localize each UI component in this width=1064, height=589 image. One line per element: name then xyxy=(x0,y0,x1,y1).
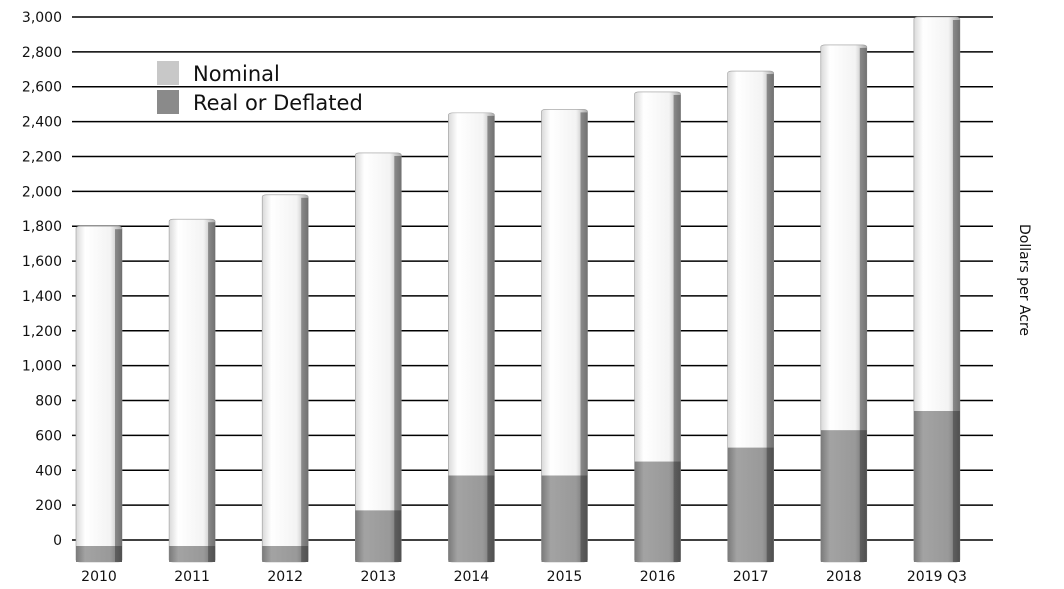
y-tick-label: 2,000 xyxy=(22,184,62,200)
x-tick-label: 2013 xyxy=(360,569,396,585)
x-tick-label: 2012 xyxy=(267,569,303,585)
bar-real xyxy=(541,475,588,562)
x-tick-label: 2019 Q3 xyxy=(907,569,967,585)
legend-swatch-real xyxy=(157,90,179,114)
y-tick-label: 200 xyxy=(35,498,62,514)
legend-label-nominal: Nominal xyxy=(193,62,280,86)
bar-edge xyxy=(580,112,588,562)
bar-edge xyxy=(394,155,402,563)
bar-real xyxy=(76,546,122,562)
legend-swatch-nominal xyxy=(157,61,179,85)
x-tick-label: 2010 xyxy=(81,569,117,585)
x-tick-label: 2014 xyxy=(454,569,490,585)
y-tick-label: 3,000 xyxy=(22,10,62,26)
bar-real xyxy=(262,546,309,562)
y-tick-label: 1,200 xyxy=(22,324,62,340)
x-tick-label: 2017 xyxy=(733,569,769,585)
bar-real xyxy=(355,510,402,562)
y-tick-label: 600 xyxy=(35,428,62,444)
bar-real xyxy=(169,546,216,562)
y-tick-label: 800 xyxy=(35,394,62,410)
y-tick-label: 1,600 xyxy=(22,254,62,270)
x-tick-label: 2015 xyxy=(547,569,583,585)
y-tick-label: 400 xyxy=(35,463,62,479)
x-tick-label: 2016 xyxy=(640,569,676,585)
y-tick-label: 2,600 xyxy=(22,80,62,96)
y-tick-label: 2,200 xyxy=(22,149,62,165)
bar-edge xyxy=(115,229,122,562)
y-tick-label: 1,400 xyxy=(22,289,62,305)
bar-edge xyxy=(487,115,495,562)
y-tick-label: 2,400 xyxy=(22,115,62,131)
bar-real xyxy=(634,461,681,562)
y-tick-label: 1,000 xyxy=(22,359,62,375)
y-tick-label: 2,800 xyxy=(22,45,62,61)
y-axis-label: Dollars per Acre xyxy=(1016,224,1032,336)
x-axis-ticks: 2010 2011 2012 2013 2014 2015 2016 2017 2018 2019… xyxy=(81,569,967,585)
bar-edge xyxy=(766,74,774,562)
bar-edge xyxy=(952,20,960,562)
bar-edge xyxy=(301,197,309,562)
y-tick-label: 0 xyxy=(53,533,62,549)
x-tick-label: 2018 xyxy=(826,569,862,585)
y-axis-ticks: 0 200 400 600 800 1,000 1,200 1,400 1,600 1,800 2,… xyxy=(22,10,62,549)
bars xyxy=(75,16,961,563)
bar-edge xyxy=(208,222,216,562)
bar-real xyxy=(820,430,867,562)
y-tick-label: 1,800 xyxy=(22,219,62,235)
bar-real xyxy=(913,410,960,562)
bar-real xyxy=(727,447,774,562)
legend: Nominal Real or Deflated xyxy=(157,61,363,115)
bar-edge xyxy=(673,94,681,563)
x-tick-label: 2011 xyxy=(174,569,210,585)
bar-edge xyxy=(859,47,867,563)
bar-real xyxy=(448,475,495,562)
legend-label-real: Real or Deflated xyxy=(193,91,363,115)
